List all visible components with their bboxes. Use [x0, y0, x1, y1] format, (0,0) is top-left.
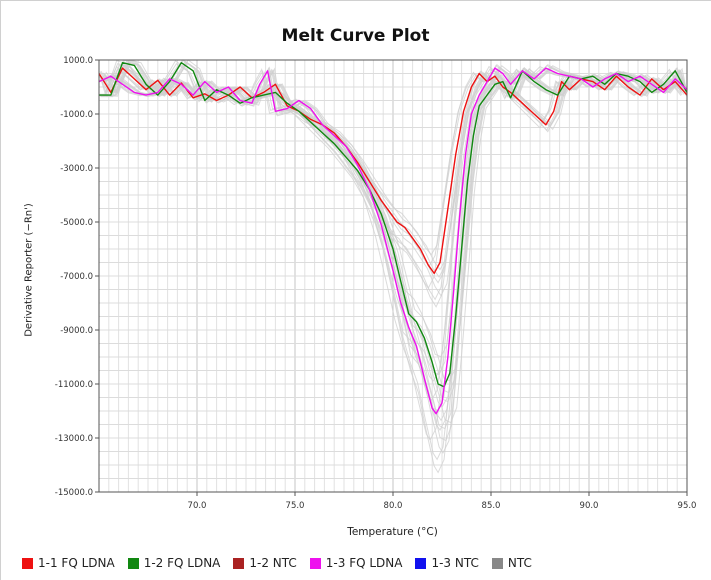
legend-label: 1-1 FQ LDNA — [38, 556, 115, 570]
legend-label: NTC — [507, 556, 532, 570]
y-tick-label: -1000.0 — [60, 110, 93, 120]
x-axis-label: Temperature (°C) — [347, 526, 438, 538]
legend-item: 1-1 FQ LDNA — [22, 556, 115, 570]
series-line-1-1-fq-ldna — [98, 67, 688, 274]
legend-swatch — [127, 557, 139, 569]
series-line-1-3-fq-ldna — [98, 67, 688, 415]
frame-top-border — [0, 0, 711, 1]
y-tick-label: -3000.0 — [60, 164, 93, 174]
legend: 1-1 FQ LDNA 1-2 FQ LDNA 1-2 NTC 1-3 FQ LDNA… — [22, 555, 532, 571]
frame-left-border — [0, 0, 1, 580]
x-tick-label: 95.0 — [678, 501, 697, 511]
y-tick-label: -13000.0 — [55, 434, 93, 444]
legend-swatch — [22, 557, 33, 569]
legend-label: 1-2 NTC — [249, 556, 297, 570]
legend-item: 1-2 FQ LDNA — [127, 556, 221, 570]
x-tick-label: 70.0 — [188, 501, 207, 511]
legend-item: 1-3 NTC — [415, 556, 479, 570]
y-tick-label: -9000.0 — [60, 326, 93, 336]
chart-title: Melt Curve Plot — [281, 26, 430, 46]
y-tick-label: -15000.0 — [55, 488, 93, 498]
background-trace — [100, 63, 688, 474]
background-trace — [102, 66, 688, 284]
legend-item: NTC — [491, 556, 532, 570]
y-tick-label: -11000.0 — [55, 380, 93, 390]
x-tick-labels: 70.0 75.0 80.0 85.0 90.0 95.0 — [188, 492, 697, 511]
series-lines — [98, 62, 688, 415]
legend-item: 1-2 NTC — [233, 556, 297, 570]
legend-swatch — [491, 557, 503, 569]
legend-swatch — [309, 557, 321, 569]
y-tick-label: 1000.0 — [63, 56, 93, 66]
x-tick-label: 75.0 — [286, 501, 305, 511]
legend-item: 1-3 FQ LDNA — [309, 556, 403, 570]
legend-label: 1-3 FQ LDNA — [325, 556, 403, 570]
y-tick-label: -7000.0 — [60, 272, 93, 282]
legend-swatch — [233, 557, 245, 569]
legend-label: 1-3 NTC — [431, 556, 479, 570]
x-tick-label: 85.0 — [482, 501, 501, 511]
grid-lines — [98, 59, 688, 493]
y-tick-label: -5000.0 — [60, 218, 93, 228]
x-tick-label: 80.0 — [384, 501, 403, 511]
x-tick-label: 90.0 — [580, 501, 599, 511]
legend-swatch — [415, 557, 427, 569]
background-trace — [103, 66, 688, 278]
y-tick-labels: 1000.0 -1000.0 -3000.0 -5000.0 -7000.0 -9000.… — [55, 56, 99, 498]
legend-label: 1-2 FQ LDNA — [143, 556, 221, 570]
background-trace — [103, 66, 688, 422]
